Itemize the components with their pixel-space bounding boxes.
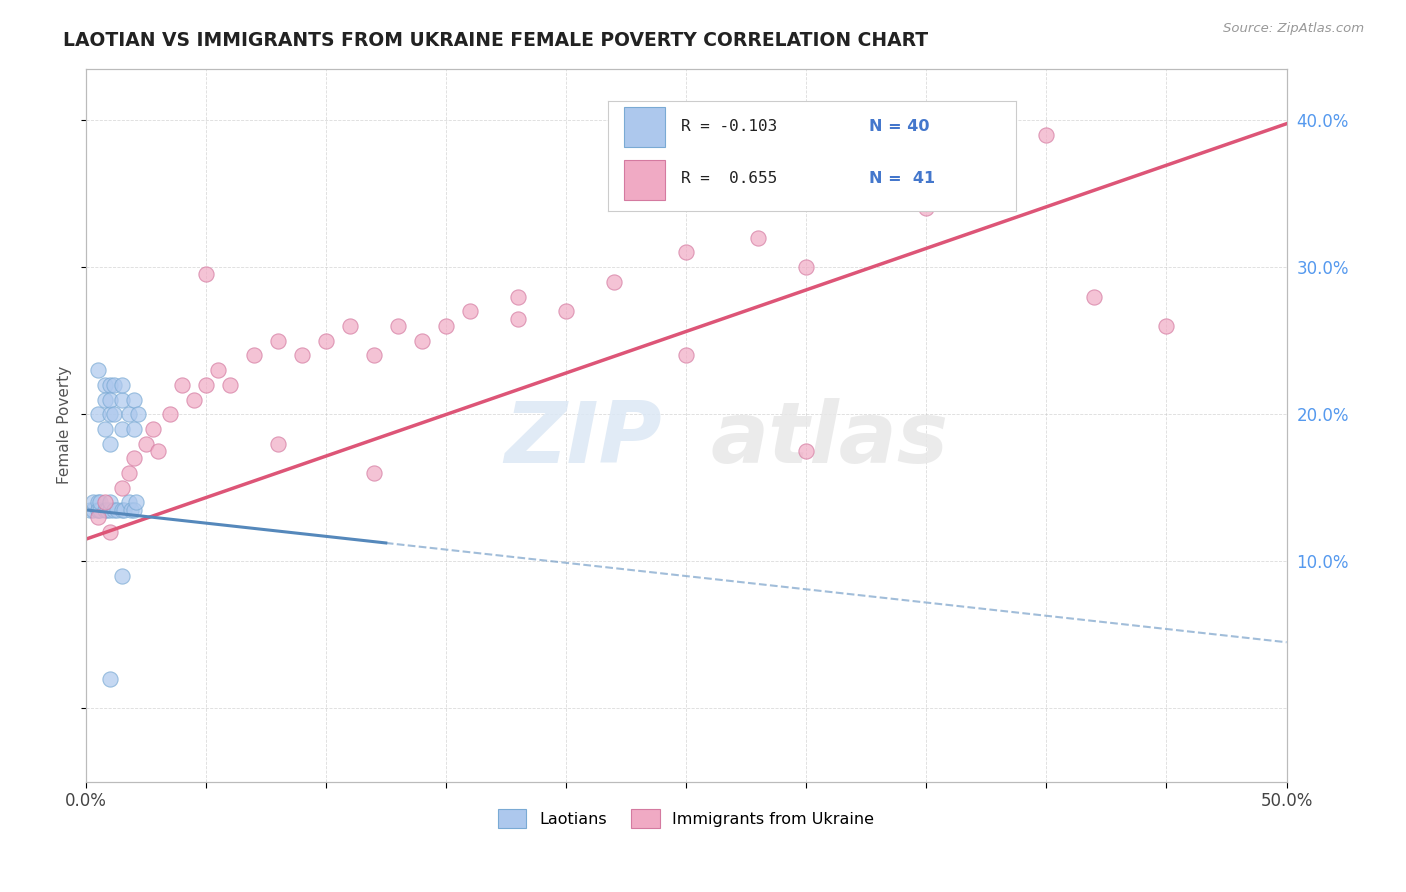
Point [1035, 128, 1057, 142]
Point [122, 503, 145, 517]
Point [135, 436, 157, 450]
Point [86, 407, 108, 421]
Point [98, 392, 121, 407]
Point [112, 503, 135, 517]
Point [125, 495, 148, 509]
Point [110, 392, 132, 407]
Point [142, 422, 165, 436]
Point [120, 503, 142, 517]
Point [110, 481, 132, 495]
Point [506, 289, 529, 303]
Y-axis label: Female Poverty: Female Poverty [58, 366, 72, 484]
Point [603, 275, 626, 289]
Point [170, 377, 193, 392]
Point [183, 392, 205, 407]
Point [339, 318, 361, 333]
Point [506, 311, 529, 326]
Point [218, 377, 240, 392]
Legend: Laotians, Immigrants from Ukraine: Laotians, Immigrants from Ukraine [491, 803, 880, 835]
Text: Source: ZipAtlas.com: Source: ZipAtlas.com [1223, 22, 1364, 36]
Point [79, 503, 101, 517]
Point [98, 436, 121, 450]
Text: LAOTIAN VS IMMIGRANTS FROM UKRAINE FEMALE POVERTY CORRELATION CHART: LAOTIAN VS IMMIGRANTS FROM UKRAINE FEMAL… [63, 31, 928, 50]
Point [675, 348, 697, 362]
Point [110, 503, 132, 517]
Point [207, 363, 229, 377]
Point [267, 334, 290, 348]
Point [1083, 289, 1105, 303]
Point [89, 503, 111, 517]
Text: ZIP: ZIP [505, 398, 662, 481]
Point [1156, 318, 1178, 333]
Point [86, 503, 108, 517]
Point [194, 377, 217, 392]
Point [82, 495, 104, 509]
Point [86, 363, 108, 377]
Point [110, 377, 132, 392]
Point [267, 436, 290, 450]
Point [118, 407, 141, 421]
Point [122, 422, 145, 436]
Point [159, 407, 181, 421]
Point [86, 510, 108, 524]
Point [122, 392, 145, 407]
Point [93, 422, 115, 436]
Point [363, 466, 385, 480]
Point [122, 451, 145, 466]
Point [555, 304, 578, 318]
Point [98, 672, 121, 686]
Point [411, 334, 433, 348]
Point [387, 318, 409, 333]
Point [794, 260, 817, 274]
Text: atlas: atlas [710, 398, 948, 481]
Point [110, 422, 132, 436]
Point [747, 230, 769, 244]
Point [146, 444, 169, 458]
Point [458, 304, 481, 318]
Point [93, 503, 115, 517]
Point [110, 569, 132, 583]
Point [434, 318, 457, 333]
Point [291, 348, 314, 362]
Point [98, 495, 121, 509]
Point [915, 201, 938, 215]
Point [103, 377, 125, 392]
Point [103, 503, 125, 517]
Point [93, 495, 115, 509]
Point [194, 268, 217, 282]
Point [675, 245, 697, 260]
Point [93, 392, 115, 407]
Point [118, 466, 141, 480]
Point [82, 503, 104, 517]
Point [242, 348, 264, 362]
Point [86, 503, 108, 517]
Point [103, 407, 125, 421]
Point [86, 495, 108, 509]
Point [98, 503, 121, 517]
Point [93, 377, 115, 392]
Point [98, 377, 121, 392]
Point [363, 348, 385, 362]
Point [794, 444, 817, 458]
Point [98, 524, 121, 539]
Point [89, 495, 111, 509]
Point [118, 495, 141, 509]
Point [96, 503, 118, 517]
Point [127, 407, 149, 421]
Point [98, 407, 121, 421]
Point [315, 334, 337, 348]
Point [105, 503, 128, 517]
